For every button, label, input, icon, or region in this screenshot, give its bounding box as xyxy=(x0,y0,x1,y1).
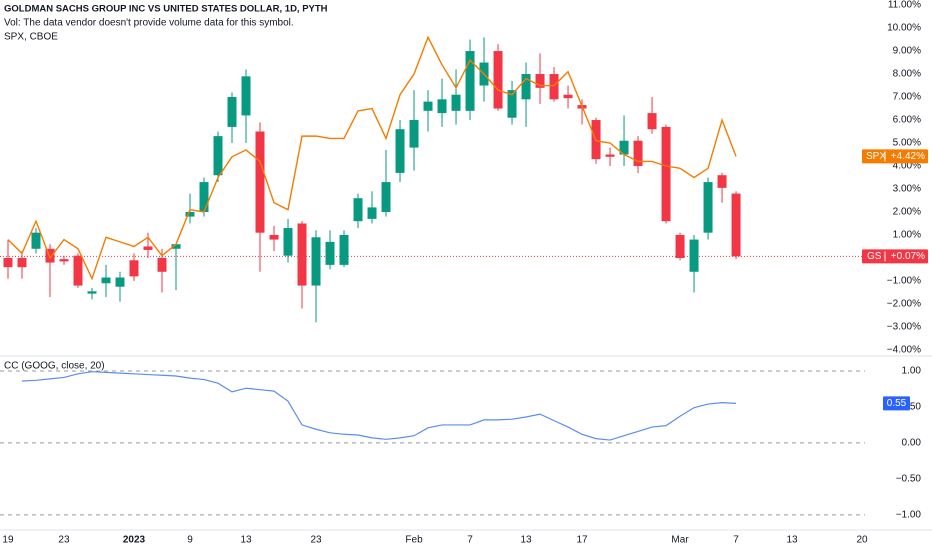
x-tick-label: 20 xyxy=(856,535,868,546)
candle-body xyxy=(115,277,125,287)
x-tick-label: 13 xyxy=(520,535,532,546)
candle-body xyxy=(703,182,713,233)
candle-body xyxy=(297,223,307,286)
y-tick-label: −1.00% xyxy=(887,276,921,287)
y-tick-label: 11.00% xyxy=(888,0,921,11)
candle-body xyxy=(675,234,685,258)
x-tick-label: 19 xyxy=(2,535,14,546)
chart-subtitle: Vol: The data vendor doesn't provide vol… xyxy=(4,18,294,29)
candle-body xyxy=(731,193,741,257)
candle-body xyxy=(199,182,209,212)
x-tick-label: 23 xyxy=(310,535,322,546)
candle-body xyxy=(101,277,111,284)
candle-body xyxy=(17,257,27,268)
candle-body xyxy=(717,175,727,188)
y-tick-label: 9.00% xyxy=(893,46,921,57)
value-badge xyxy=(883,396,910,411)
x-tick-label: 17 xyxy=(576,535,588,546)
candle-body xyxy=(241,76,251,116)
y-tick-label: 1.00 xyxy=(902,366,922,377)
candle-body xyxy=(451,94,461,111)
candle-body xyxy=(227,97,237,127)
candle-body xyxy=(269,234,279,240)
x-tick-label: 7 xyxy=(467,535,473,546)
x-tick-label: 13 xyxy=(240,535,252,546)
candle-body xyxy=(521,74,531,100)
badge-symbol: SPX xyxy=(866,151,886,162)
y-tick-label: 7.00% xyxy=(893,92,921,103)
candle-body xyxy=(437,99,447,114)
candle-body xyxy=(255,131,265,233)
candle-body xyxy=(689,239,699,272)
y-tick-label: 2.00% xyxy=(893,207,921,218)
candle-body xyxy=(87,291,97,294)
overlay-line xyxy=(7,35,737,281)
x-tick-label: Mar xyxy=(671,535,689,546)
candle-body xyxy=(31,232,41,249)
candle-body xyxy=(129,260,139,277)
x-tick-label: 2023 xyxy=(123,535,146,546)
y-tick-label: 10.00% xyxy=(887,23,921,34)
y-tick-label: −0.50 xyxy=(896,474,922,485)
y-tick-label: −1.00 xyxy=(896,510,922,521)
candle-body xyxy=(45,248,55,263)
candle-body xyxy=(507,90,517,118)
candle-body xyxy=(633,140,643,167)
y-tick-label: 0.00 xyxy=(902,438,922,449)
candle-body xyxy=(3,257,13,268)
y-tick-label: −4.00% xyxy=(887,345,921,356)
candle-body xyxy=(395,129,405,173)
y-tick-label: 3.00% xyxy=(893,184,921,195)
y-tick-label: 0.50 xyxy=(902,402,922,413)
candle-body xyxy=(59,259,69,262)
candle-body xyxy=(423,101,433,111)
candle-body xyxy=(605,154,615,157)
indicator-line xyxy=(21,371,737,441)
candle-body xyxy=(283,228,293,256)
candle-body xyxy=(311,237,321,286)
y-tick-label: −3.00% xyxy=(887,322,921,333)
price-badge xyxy=(862,149,928,164)
x-tick-label: 9 xyxy=(187,535,193,546)
y-tick-label: 4.00% xyxy=(893,161,921,172)
y-tick-label: 1.00% xyxy=(893,230,921,241)
candle-body xyxy=(563,94,573,99)
candle-body xyxy=(143,246,153,250)
badge-value: 0.55 xyxy=(887,398,907,409)
y-tick-label: 8.00% xyxy=(893,69,921,80)
candle-body xyxy=(171,244,181,249)
x-tick-label: 7 xyxy=(733,535,739,546)
y-tick-label: 5.00% xyxy=(893,138,921,149)
candle-body xyxy=(493,51,503,109)
candle-body xyxy=(367,207,377,219)
price-badge xyxy=(862,249,928,264)
candle-body xyxy=(535,74,545,88)
candle-body xyxy=(647,113,657,130)
badge-value: +0.07% xyxy=(891,251,925,262)
candle-body xyxy=(73,255,83,286)
candle-body xyxy=(549,74,559,100)
chart-title: GOLDMAN SACHS GROUP INC VS UNITED STATES… xyxy=(4,4,328,15)
candle-body xyxy=(339,234,349,265)
badge-value: +4.42% xyxy=(891,151,925,162)
y-tick-label: −2.00% xyxy=(887,299,921,310)
x-tick-label: 13 xyxy=(786,535,798,546)
candle-body xyxy=(661,126,671,222)
legend-entry: SPX, CBOE xyxy=(4,32,58,43)
candle-body xyxy=(185,211,195,217)
candle-body xyxy=(353,198,363,222)
candle-body xyxy=(213,136,223,176)
x-tick-label: Feb xyxy=(405,535,423,546)
candle-body xyxy=(157,257,167,272)
indicator-title: CC (GOOG, close, 20) xyxy=(4,361,105,372)
candle-body xyxy=(465,51,475,111)
badge-symbol: GS xyxy=(867,251,882,262)
x-tick-label: 23 xyxy=(58,535,70,546)
candle-body xyxy=(619,140,629,155)
candle-body xyxy=(409,120,419,148)
y-tick-label: 6.00% xyxy=(893,115,921,126)
candle-body xyxy=(325,241,335,265)
candle-body xyxy=(381,182,391,212)
